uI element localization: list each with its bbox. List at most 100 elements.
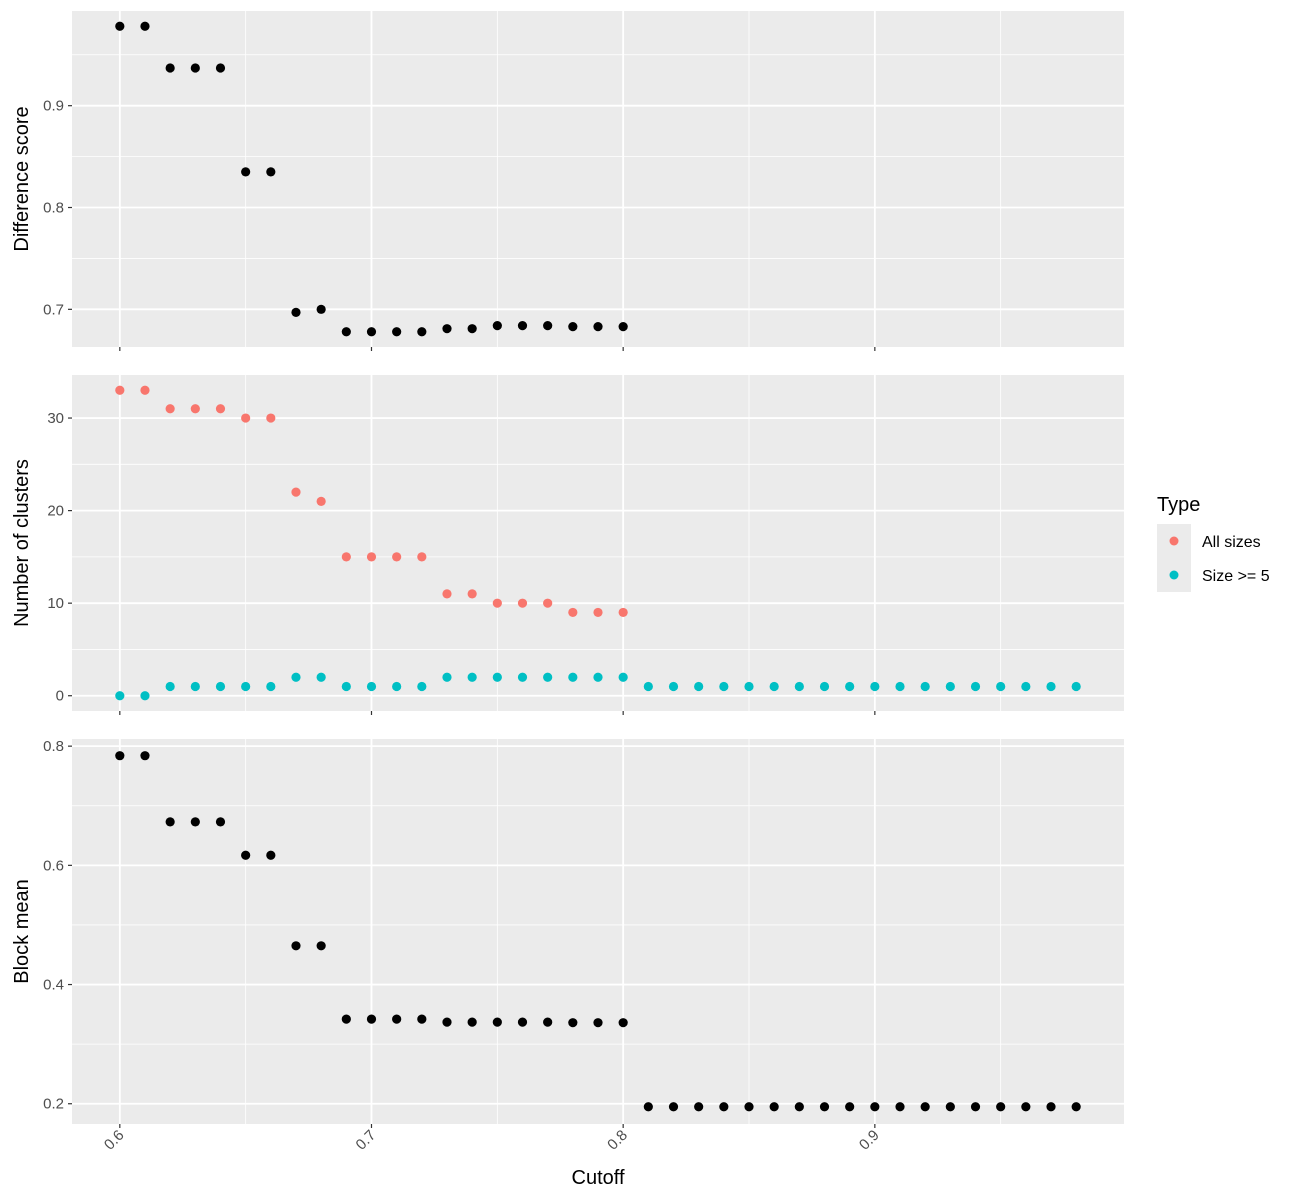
data-point	[241, 413, 251, 423]
data-point	[291, 672, 301, 682]
data-point	[1046, 1102, 1056, 1112]
legend-marker-size-ge-5	[1169, 570, 1179, 580]
data-point	[845, 1102, 855, 1112]
data-point	[492, 672, 502, 682]
data-point	[568, 607, 578, 618]
y-tick-label: 0.2	[43, 1096, 64, 1113]
data-point	[618, 672, 628, 682]
y-tick-label: 0.8	[43, 738, 64, 755]
data-point	[543, 321, 553, 331]
data-point	[467, 589, 477, 599]
data-point	[366, 327, 377, 337]
data-point	[618, 1018, 628, 1028]
data-point	[140, 691, 150, 701]
data-point	[643, 1102, 653, 1112]
data-point	[744, 681, 754, 692]
data-point	[492, 1017, 502, 1027]
data-point	[165, 404, 175, 414]
data-point	[996, 1102, 1006, 1112]
data-point	[165, 681, 175, 692]
data-point	[392, 552, 402, 562]
data-point	[115, 691, 125, 701]
data-point	[568, 322, 578, 332]
x-axis-label: Cutoff	[572, 1167, 625, 1189]
data-point	[945, 1102, 955, 1112]
data-point	[996, 681, 1006, 692]
y-tick-label: 0.6	[43, 857, 64, 874]
data-point	[291, 487, 301, 497]
data-point	[266, 681, 276, 692]
data-point	[266, 167, 276, 177]
data-point	[945, 681, 955, 692]
data-point	[819, 1102, 830, 1112]
data-point	[417, 327, 427, 337]
legend-label-all-sizes: All sizes	[1202, 534, 1261, 551]
data-point	[366, 681, 377, 692]
data-point	[719, 1102, 729, 1112]
panel-background	[72, 739, 1124, 1124]
data-point	[593, 607, 603, 618]
data-point	[442, 324, 452, 334]
panel-background	[72, 375, 1124, 711]
data-point	[970, 1102, 981, 1112]
data-point	[190, 63, 200, 73]
panel-1: 0.7 0.8 0.9 Difference score	[11, 11, 1124, 351]
data-point	[341, 681, 351, 692]
data-point	[266, 850, 276, 860]
data-point	[266, 413, 276, 423]
legend-title: Type	[1157, 494, 1200, 516]
data-point	[417, 552, 427, 562]
x-tick-label: 0.6	[101, 1127, 128, 1154]
data-point	[316, 941, 326, 951]
data-point	[819, 681, 830, 692]
data-point	[442, 1017, 452, 1027]
data-point	[316, 304, 326, 314]
data-point	[517, 672, 528, 682]
data-point	[140, 21, 150, 31]
data-point	[568, 1018, 578, 1028]
y-tick-label: 10	[47, 595, 64, 612]
data-point	[215, 817, 226, 827]
x-tick-label: 0.9	[856, 1127, 883, 1154]
data-point	[165, 63, 175, 73]
data-point	[241, 850, 251, 860]
data-point	[593, 1018, 603, 1028]
panel-3: 0.2 0.4 0.6 0.8 Block mean	[11, 738, 1124, 1128]
data-point	[291, 941, 301, 951]
data-point	[115, 751, 125, 761]
data-point	[316, 672, 326, 682]
data-point	[970, 681, 981, 692]
data-point	[215, 681, 226, 692]
y-tick-label: 20	[47, 503, 64, 520]
data-point	[442, 589, 452, 599]
data-point	[920, 1102, 930, 1112]
data-point	[920, 681, 930, 692]
y-tick-label: 0.8	[43, 200, 64, 217]
data-point	[1021, 681, 1031, 692]
data-point	[543, 598, 553, 608]
data-point	[744, 1102, 754, 1112]
data-point	[769, 681, 779, 692]
data-point	[543, 672, 553, 682]
y-tick-label: 0.9	[43, 98, 64, 115]
y-axis-label: Number of clusters	[11, 459, 33, 627]
data-point	[668, 1102, 679, 1112]
data-point	[1046, 681, 1056, 692]
data-point	[618, 322, 628, 332]
data-point	[467, 672, 477, 682]
data-point	[115, 385, 125, 395]
data-point	[593, 322, 603, 332]
data-point	[895, 1102, 905, 1112]
x-tick-label: 0.7	[353, 1127, 380, 1154]
data-point	[1071, 1102, 1081, 1112]
data-point	[140, 751, 150, 761]
data-point	[467, 1017, 477, 1027]
data-point	[492, 598, 502, 608]
data-point	[316, 496, 326, 506]
data-point	[366, 552, 377, 562]
data-point	[668, 681, 679, 692]
data-point	[190, 817, 200, 827]
y-tick-label: 0.7	[43, 301, 64, 318]
data-point	[870, 681, 880, 692]
